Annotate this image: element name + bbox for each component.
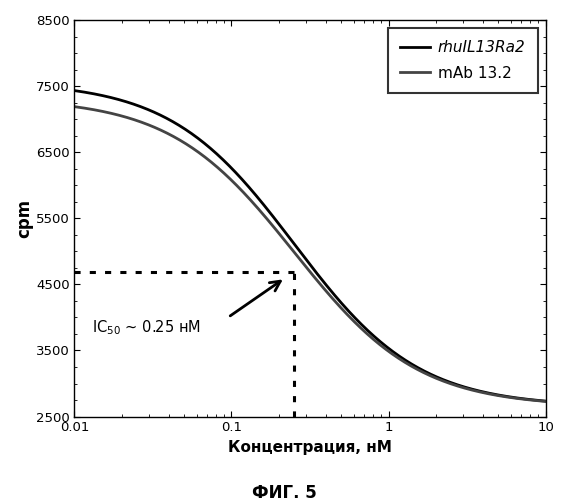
Line: mAb 13.2: mAb 13.2 — [75, 106, 546, 402]
rhuIL13Ra2 — [154, 111, 161, 117]
rhuIL13Ra2 — [71, 88, 78, 94]
mAb 13.2 — [386, 348, 393, 354]
rhuIL13Ra2 — [386, 346, 393, 352]
rhuIL13Ra2 — [426, 370, 432, 376]
Y-axis label: cpm: cpm — [15, 198, 33, 238]
Text: IC$_{50}$ ~ 0.25 нМ: IC$_{50}$ ~ 0.25 нМ — [92, 318, 201, 336]
mAb 13.2 — [192, 147, 199, 153]
Legend: rhuIL13Ra2, mAb 13.2: rhuIL13Ra2, mAb 13.2 — [387, 28, 538, 93]
mAb 13.2 — [71, 104, 78, 110]
X-axis label: Концентрация, нМ: Концентрация, нМ — [228, 440, 392, 455]
Line: rhuIL13Ra2: rhuIL13Ra2 — [75, 90, 546, 401]
rhuIL13Ra2 — [284, 232, 291, 238]
mAb 13.2 — [426, 372, 432, 378]
rhuIL13Ra2 — [192, 134, 199, 140]
mAb 13.2 — [542, 398, 549, 404]
rhuIL13Ra2 — [542, 398, 549, 404]
rhuIL13Ra2 — [349, 312, 356, 318]
mAb 13.2 — [284, 241, 291, 247]
Text: ФИГ. 5: ФИГ. 5 — [252, 484, 317, 500]
mAb 13.2 — [349, 316, 356, 322]
mAb 13.2 — [154, 126, 161, 132]
